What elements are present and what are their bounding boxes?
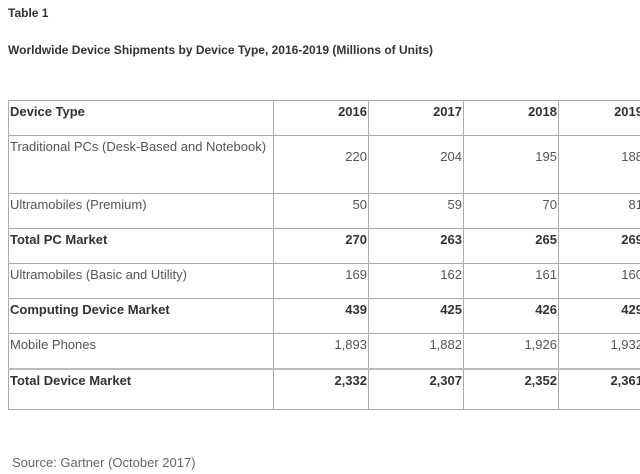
table-row: Traditional PCs (Desk-Based and Notebook… bbox=[8, 135, 640, 194]
table-row: Ultramobiles (Premium) 50 59 70 81 bbox=[8, 193, 640, 229]
header-2018: 2018 bbox=[463, 100, 559, 136]
device-shipments-table: Device Type 2016 2017 2018 2019 Traditio… bbox=[8, 100, 640, 410]
header-2017: 2017 bbox=[368, 100, 464, 136]
value-2016: 1,893 bbox=[273, 333, 369, 369]
value-2019: 188 bbox=[558, 135, 640, 194]
table-row: Total PC Market 270 263 265 269 bbox=[8, 228, 640, 264]
table-row: Total Device Market 2,332 2,307 2,352 2,361 bbox=[8, 368, 640, 410]
row-label: Mobile Phones bbox=[8, 333, 274, 369]
header-device-type: Device Type bbox=[8, 100, 274, 136]
row-label: Total Device Market bbox=[8, 368, 274, 410]
table-number: Table 1 bbox=[8, 6, 49, 20]
table-row: Mobile Phones 1,893 1,882 1,926 1,932 bbox=[8, 333, 640, 369]
value-2018: 195 bbox=[463, 135, 559, 194]
value-2016: 270 bbox=[273, 228, 369, 264]
row-label: Ultramobiles (Premium) bbox=[8, 193, 274, 229]
value-2017: 425 bbox=[368, 298, 464, 334]
value-2019: 81 bbox=[558, 193, 640, 229]
value-2017: 1,882 bbox=[368, 333, 464, 369]
source-note: Source: Gartner (October 2017) bbox=[12, 455, 196, 470]
row-label: Ultramobiles (Basic and Utility) bbox=[8, 263, 274, 299]
table-row: Ultramobiles (Basic and Utility) 169 162 16… bbox=[8, 263, 640, 299]
value-2017: 162 bbox=[368, 263, 464, 299]
value-2018: 1,926 bbox=[463, 333, 559, 369]
value-2017: 2,307 bbox=[368, 368, 464, 410]
value-2019: 269 bbox=[558, 228, 640, 264]
value-2017: 59 bbox=[368, 193, 464, 229]
value-2017: 204 bbox=[368, 135, 464, 194]
value-2016: 220 bbox=[273, 135, 369, 194]
value-2018: 161 bbox=[463, 263, 559, 299]
value-2019: 429 bbox=[558, 298, 640, 334]
table-title: Worldwide Device Shipments by Device Typ… bbox=[8, 43, 434, 57]
row-label: Computing Device Market bbox=[8, 298, 274, 334]
row-label: Total PC Market bbox=[8, 228, 274, 264]
value-2018: 70 bbox=[463, 193, 559, 229]
value-2016: 169 bbox=[273, 263, 369, 299]
value-2019: 2,361 bbox=[558, 368, 640, 410]
header-row: Device Type 2016 2017 2018 2019 bbox=[8, 100, 640, 136]
value-2016: 50 bbox=[273, 193, 369, 229]
row-label: Traditional PCs (Desk-Based and Notebook… bbox=[8, 135, 274, 194]
value-2017: 263 bbox=[368, 228, 464, 264]
header-2016: 2016 bbox=[273, 100, 369, 136]
value-2018: 265 bbox=[463, 228, 559, 264]
value-2016: 439 bbox=[273, 298, 369, 334]
value-2018: 426 bbox=[463, 298, 559, 334]
value-2019: 160 bbox=[558, 263, 640, 299]
table-row: Computing Device Market 439 425 426 429 bbox=[8, 298, 640, 334]
value-2019: 1,932 bbox=[558, 333, 640, 369]
header-2019: 2019 bbox=[558, 100, 640, 136]
value-2016: 2,332 bbox=[273, 368, 369, 410]
value-2018: 2,352 bbox=[463, 368, 559, 410]
